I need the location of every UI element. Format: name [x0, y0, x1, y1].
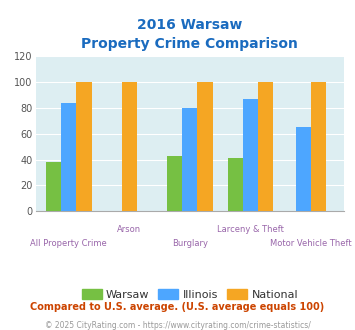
Bar: [167, 156, 182, 211]
Bar: [182, 108, 197, 211]
Bar: [243, 99, 258, 211]
Bar: [296, 127, 311, 211]
Bar: [76, 82, 92, 211]
Text: Burglary: Burglary: [172, 239, 208, 248]
Legend: Warsaw, Illinois, National: Warsaw, Illinois, National: [77, 285, 303, 305]
Text: Compared to U.S. average. (U.S. average equals 100): Compared to U.S. average. (U.S. average …: [31, 302, 324, 312]
Bar: [228, 158, 243, 211]
Title: 2016 Warsaw
Property Crime Comparison: 2016 Warsaw Property Crime Comparison: [82, 18, 298, 51]
Bar: [61, 103, 76, 211]
Bar: [197, 82, 213, 211]
Text: Arson: Arson: [117, 225, 141, 234]
Text: Motor Vehicle Theft: Motor Vehicle Theft: [270, 239, 352, 248]
Bar: [258, 82, 273, 211]
Bar: [46, 162, 61, 211]
Text: © 2025 CityRating.com - https://www.cityrating.com/crime-statistics/: © 2025 CityRating.com - https://www.city…: [45, 321, 310, 330]
Bar: [122, 82, 137, 211]
Text: Larceny & Theft: Larceny & Theft: [217, 225, 284, 234]
Text: All Property Crime: All Property Crime: [31, 239, 107, 248]
Bar: [311, 82, 326, 211]
